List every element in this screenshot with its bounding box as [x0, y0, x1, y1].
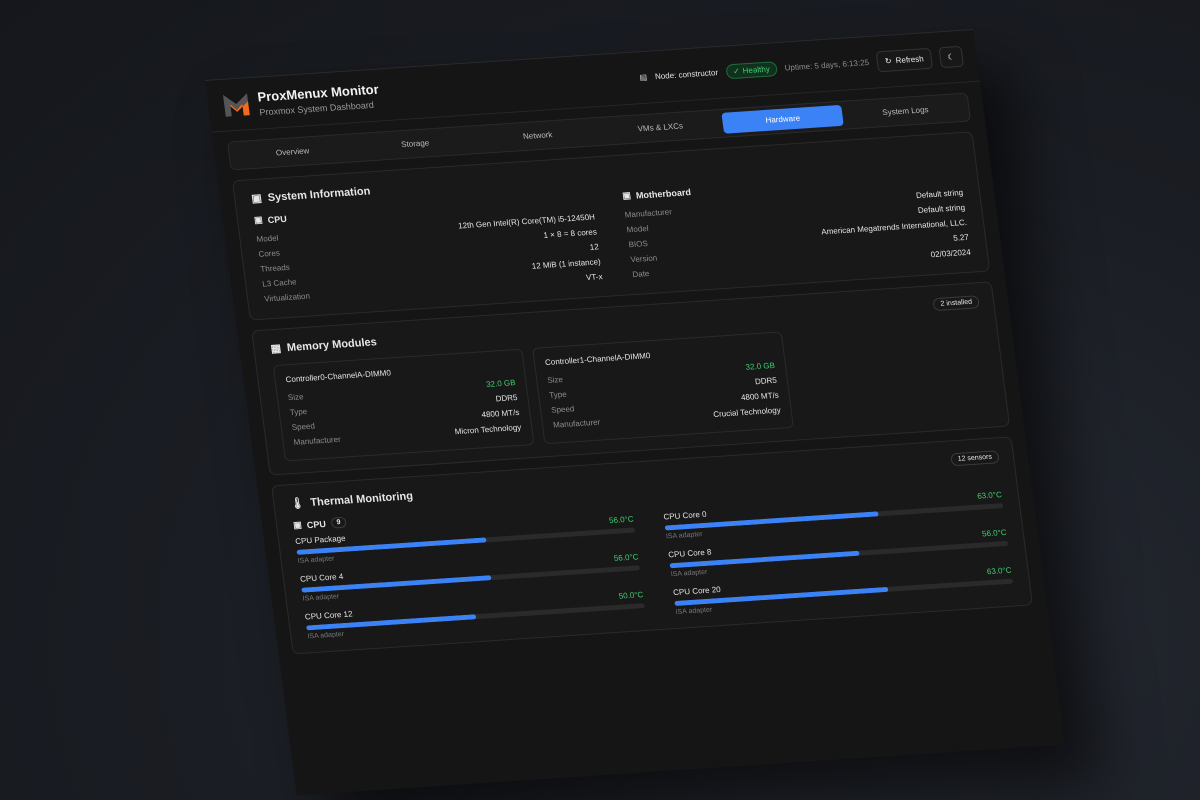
server-icon: ▤ — [638, 72, 648, 83]
sensor-group-label: CPU — [306, 518, 327, 530]
row-label: Speed — [291, 421, 316, 432]
row-value: 4800 MT/s — [740, 390, 780, 403]
row-label: Model — [626, 223, 650, 235]
moon-icon: ☾ — [947, 52, 956, 62]
sensor-group-count: 9 — [330, 516, 348, 529]
thermometer-icon: 🌡 — [289, 497, 306, 511]
thermal-monitoring-card: 12 sensors 🌡 Thermal Monitoring ▣ CPU 9 CPU… — [271, 436, 1034, 655]
row-label: Version — [629, 253, 658, 265]
motherboard-heading: Motherboard — [635, 186, 692, 201]
row-label: Model — [256, 233, 279, 244]
row-value: Default string — [917, 202, 966, 216]
row-value: 12 — [589, 242, 600, 252]
row-label: Virtualization — [263, 291, 311, 304]
cpu-heading: CPU — [267, 213, 288, 225]
sensor-temp: 63.0°C — [976, 490, 1003, 501]
refresh-icon: ↻ — [884, 56, 893, 66]
tab-network[interactable]: Network — [522, 130, 553, 142]
card-title: Thermal Monitoring — [309, 489, 414, 509]
memory-module-card: Controller1-ChannelA-DIMM0 Size 32.0 GB Typ… — [532, 331, 794, 445]
refresh-label: Refresh — [895, 54, 925, 66]
row-value: DDR5 — [495, 393, 518, 404]
row-value: 4800 MT/s — [480, 407, 520, 420]
row-value: Default string — [915, 188, 964, 201]
tab-overview[interactable]: Overview — [275, 146, 310, 158]
sensor-temp: 56.0°C — [608, 514, 635, 526]
card-title: Memory Modules — [286, 335, 378, 354]
sensor-temp: 56.0°C — [613, 552, 639, 563]
row-label: Size — [546, 374, 564, 385]
sensor-name: CPU Core 4 — [299, 571, 344, 584]
row-label: Type — [548, 389, 568, 400]
sensor-name: CPU Core 20 — [672, 584, 722, 598]
row-label: Date — [631, 269, 650, 280]
row-label: Speed — [550, 404, 575, 415]
installed-badge: 2 installed — [932, 295, 980, 312]
proxmenux-logo — [222, 92, 250, 117]
sensor-name: CPU Core 12 — [304, 609, 354, 622]
status-badge: ✓ Healthy — [725, 61, 778, 80]
row-label: BIOS — [628, 239, 649, 250]
row-value: 02/03/2024 — [930, 247, 972, 260]
sensor-name: CPU Package — [294, 533, 347, 547]
theme-toggle-button[interactable]: ☾ — [938, 45, 965, 69]
row-label: Type — [289, 406, 308, 418]
motherboard-icon: ▣ — [621, 190, 632, 201]
cpu-chip-icon: ▣ — [250, 192, 263, 206]
uptime: Uptime: 5 days, 6:13:25 — [784, 57, 870, 73]
row-value: DDR5 — [754, 375, 778, 387]
row-value: 5.27 — [952, 232, 970, 243]
sensor-name: CPU Core 8 — [667, 547, 712, 560]
tab-storage[interactable]: Storage — [400, 138, 430, 150]
tab-system-logs[interactable]: System Logs — [881, 105, 930, 118]
sensor-temp: 56.0°C — [981, 527, 1008, 539]
memory-module-card: Controller0-ChannelA-DIMM0 Size 32.0 GB Typ… — [272, 348, 535, 462]
row-value: Micron Technology — [454, 422, 522, 437]
row-value: 32.0 GB — [485, 378, 517, 390]
tab-vms-lxcs[interactable]: VMs & LXCs — [637, 121, 684, 134]
node-name: Node: constructor — [654, 68, 719, 82]
row-label: Cores — [257, 248, 281, 259]
header: ProxMenux Monitor Proxmox System Dashboa… — [205, 29, 981, 133]
row-value: Crucial Technology — [712, 405, 782, 420]
row-value: 1 × 8 = 8 cores — [542, 227, 598, 240]
sensor-name: CPU Core 0 — [662, 509, 708, 522]
cpu-chip-icon: ▣ — [253, 214, 264, 226]
row-label: Manufacturer — [624, 207, 673, 220]
sensors-badge: 12 sensors — [949, 450, 1000, 467]
check-circle-icon: ✓ — [732, 66, 741, 76]
row-label: Threads — [259, 262, 291, 274]
module-name: Controller1-ChannelA-DIMM0 — [544, 351, 651, 368]
cpu-chip-icon: ▣ — [292, 519, 303, 531]
sensor-temp: 63.0°C — [986, 565, 1013, 577]
row-label: Manufacturer — [552, 417, 601, 430]
row-label: Size — [287, 392, 305, 403]
sensor-temp: 50.0°C — [618, 590, 644, 601]
row-value: 32.0 GB — [745, 360, 776, 372]
module-name: Controller0-ChannelA-DIMM0 — [285, 368, 392, 385]
dashboard-window: ProxMenux Monitor Proxmox System Dashboa… — [205, 28, 1065, 796]
refresh-button[interactable]: ↻ Refresh — [875, 47, 933, 73]
row-value: VT-x — [585, 272, 604, 283]
row-label: Manufacturer — [293, 434, 342, 447]
memory-icon: ▦ — [269, 342, 282, 356]
row-value: 12 MiB (1 instance) — [531, 257, 602, 271]
status-text: Healthy — [742, 64, 771, 76]
row-label: L3 Cache — [261, 277, 298, 289]
tab-hardware[interactable]: Hardware — [721, 104, 844, 134]
card-title: System Information — [267, 184, 371, 204]
